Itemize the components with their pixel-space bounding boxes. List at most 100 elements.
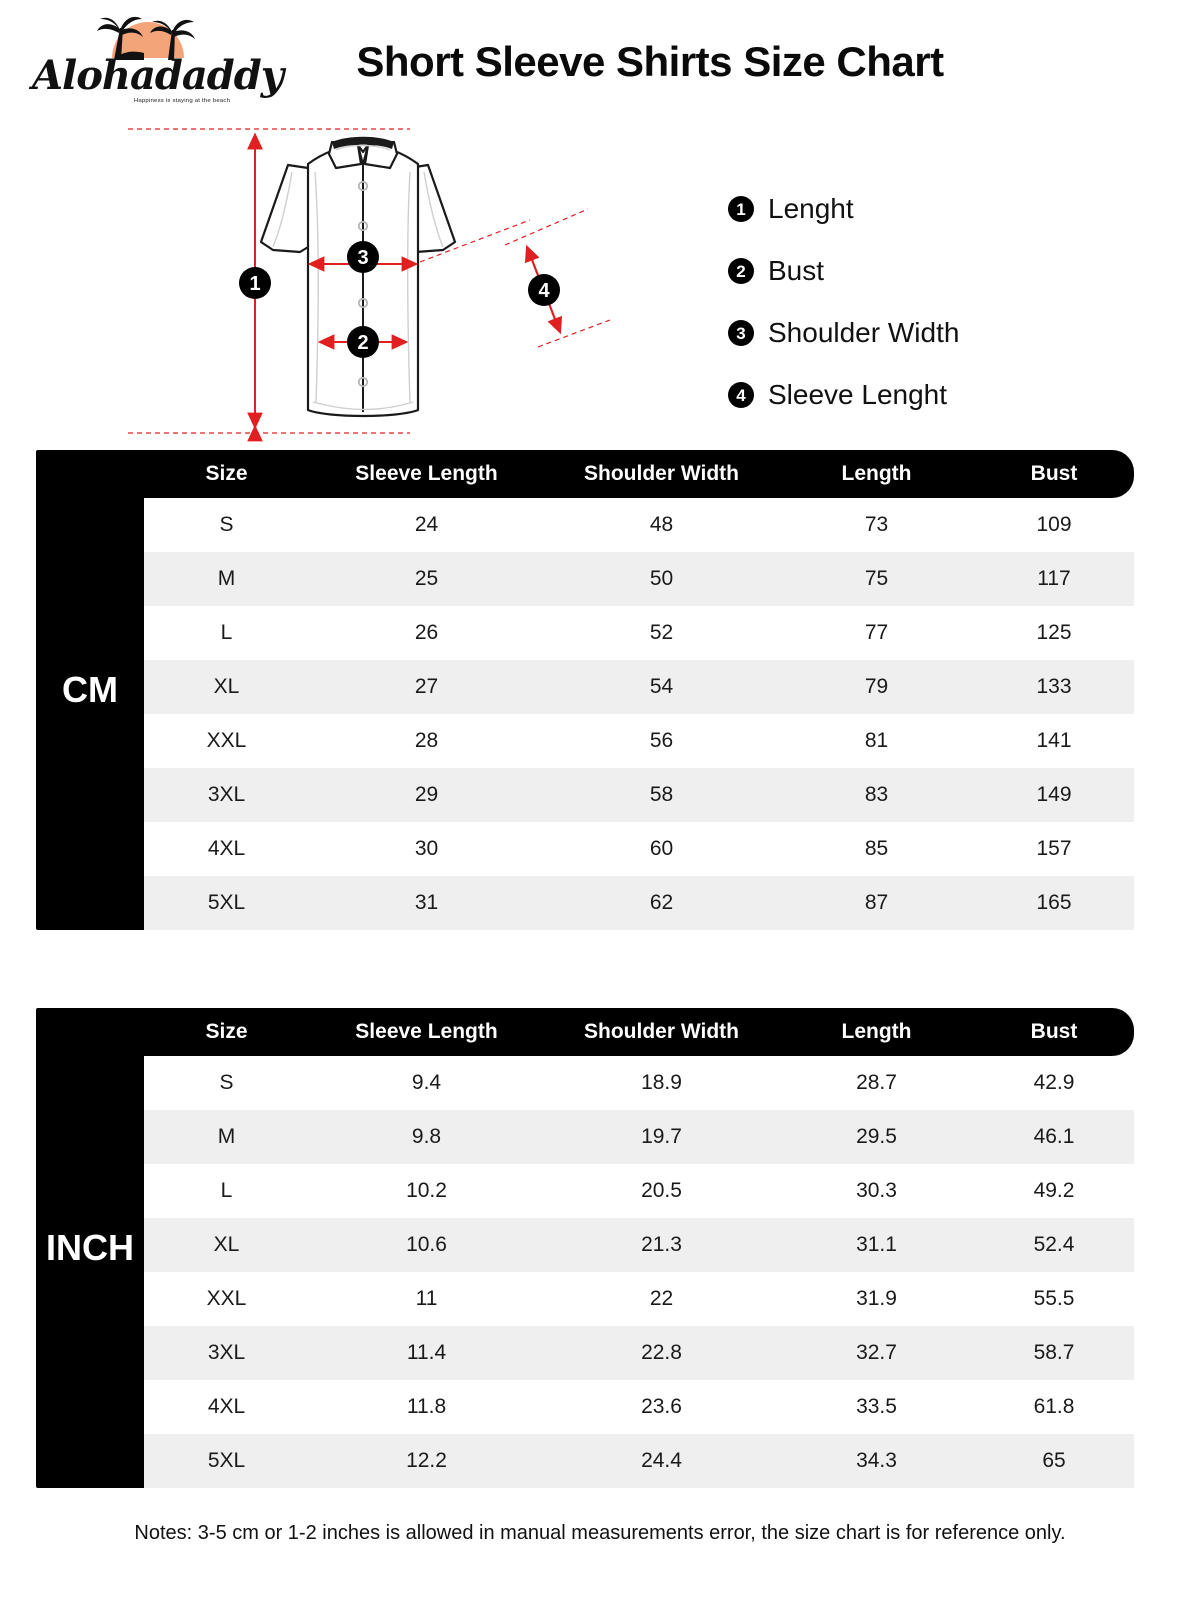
cell-bust: 117: [974, 552, 1134, 606]
cell-sleeve: 12.2: [309, 1434, 544, 1488]
legend-bullet-1-icon: 1: [728, 196, 754, 222]
column-header-shoulder-width: Shoulder Width: [584, 1020, 739, 1043]
unit-label-cm: CM: [62, 669, 118, 710]
table-row: 4XL 30 60 85 157: [144, 822, 1134, 876]
cell-size: 5XL: [144, 1434, 309, 1488]
diagram-marker-1: 1: [239, 267, 271, 299]
cell-length: 30.3: [779, 1164, 974, 1218]
column-header-bust: Bust: [1030, 462, 1078, 485]
cell-size: 4XL: [144, 1380, 309, 1434]
cell-bust: 65: [974, 1434, 1134, 1488]
svg-text:3: 3: [357, 247, 368, 269]
legend-label-shoulder-width: Shoulder Width: [768, 317, 960, 348]
cell-shoulder: 21.3: [544, 1218, 779, 1272]
diagram-marker-2: 2: [347, 326, 379, 358]
brand-name: Alohadaddy: [32, 52, 284, 99]
cell-sleeve: 10.2: [309, 1164, 544, 1218]
cell-bust: 46.1: [974, 1110, 1134, 1164]
cell-length: 77: [779, 606, 974, 660]
cell-shoulder: 22.8: [544, 1326, 779, 1380]
table-row: 4XL 11.8 23.6 33.5 61.8: [144, 1380, 1134, 1434]
table-header-row: Size Sleeve Length Shoulder Width Length…: [144, 450, 1134, 498]
column-header-shoulder-width: Shoulder Width: [584, 462, 739, 485]
table-row: L 10.2 20.5 30.3 49.2: [144, 1164, 1134, 1218]
cell-length: 75: [779, 552, 974, 606]
cell-size: M: [144, 1110, 309, 1164]
footer-note: Notes: 3-5 cm or 1-2 inches is allowed i…: [134, 1522, 1066, 1544]
cell-length: 87: [779, 876, 974, 930]
cell-size: S: [144, 498, 309, 552]
cell-size: XXL: [144, 714, 309, 768]
cell-sleeve: 29: [309, 768, 544, 822]
legend-label-sleeve-length: Sleeve Lenght: [768, 379, 948, 410]
table-header-row: Size Sleeve Length Shoulder Width Length…: [144, 1008, 1134, 1056]
cell-size: 3XL: [144, 1326, 309, 1380]
cell-length: 29.5: [779, 1110, 974, 1164]
column-header-bust: Bust: [1030, 1020, 1078, 1043]
cell-length: 28.7: [779, 1056, 974, 1110]
legend-label-bust: Bust: [768, 255, 825, 286]
cell-bust: 157: [974, 822, 1134, 876]
brand-logo: Alohadaddy Happiness is staying at the b…: [32, 8, 284, 104]
cell-shoulder: 23.6: [544, 1380, 779, 1434]
cell-shoulder: 18.9: [544, 1056, 779, 1110]
legend-bullet-2-icon: 2: [728, 258, 754, 284]
cm-size-table: CM Size Sleeve Length Shoulder Width Len…: [36, 450, 1134, 930]
unit-column-cm: CM: [36, 450, 144, 930]
svg-text:4: 4: [538, 280, 550, 302]
cell-bust: 149: [974, 768, 1134, 822]
table-row: S 24 48 73 109: [144, 498, 1134, 552]
cell-sleeve: 27: [309, 660, 544, 714]
cell-size: M: [144, 552, 309, 606]
cell-shoulder: 52: [544, 606, 779, 660]
brand-tagline: Happiness is staying at the beach: [133, 98, 231, 104]
cell-shoulder: 50: [544, 552, 779, 606]
cell-sleeve: 28: [309, 714, 544, 768]
table-row: 5XL 31 62 87 165: [144, 876, 1134, 930]
cell-sleeve: 11: [309, 1272, 544, 1326]
table-row: S 9.4 18.9 28.7 42.9: [144, 1056, 1134, 1110]
table-row: XXL 28 56 81 141: [144, 714, 1134, 768]
cell-length: 73: [779, 498, 974, 552]
cell-length: 32.7: [779, 1326, 974, 1380]
cell-bust: 109: [974, 498, 1134, 552]
svg-text:2: 2: [357, 332, 368, 354]
cell-size: 4XL: [144, 822, 309, 876]
unit-column-inch: INCH: [36, 1008, 144, 1488]
size-table-cm: Size Sleeve Length Shoulder Width Length…: [144, 450, 1134, 930]
palm-trees-sun-icon: [97, 16, 195, 60]
page-title: Short Sleeve Shirts Size Chart: [356, 38, 944, 85]
cell-sleeve: 26: [309, 606, 544, 660]
cell-bust: 165: [974, 876, 1134, 930]
cell-shoulder: 24.4: [544, 1434, 779, 1488]
cell-size: XL: [144, 1218, 309, 1272]
cell-bust: 125: [974, 606, 1134, 660]
column-header-length: Length: [841, 1020, 912, 1043]
svg-text:1: 1: [249, 273, 260, 295]
cell-sleeve: 30: [309, 822, 544, 876]
cell-sleeve: 11.8: [309, 1380, 544, 1434]
cell-size: XXL: [144, 1272, 309, 1326]
cell-bust: 58.7: [974, 1326, 1134, 1380]
table-row: 5XL 12.2 24.4 34.3 65: [144, 1434, 1134, 1488]
cell-sleeve: 9.8: [309, 1110, 544, 1164]
cell-size: 3XL: [144, 768, 309, 822]
legend-item-length: 1 Lenght: [728, 178, 1048, 240]
cell-size: XL: [144, 660, 309, 714]
cell-length: 33.5: [779, 1380, 974, 1434]
cell-sleeve: 11.4: [309, 1326, 544, 1380]
table-row: M 25 50 75 117: [144, 552, 1134, 606]
cell-size: L: [144, 1164, 309, 1218]
cell-length: 79: [779, 660, 974, 714]
cell-shoulder: 58: [544, 768, 779, 822]
cell-bust: 141: [974, 714, 1134, 768]
cell-size: L: [144, 606, 309, 660]
legend-item-sleeve-length: 4 Sleeve Lenght: [728, 364, 1048, 426]
cell-shoulder: 56: [544, 714, 779, 768]
diagram-marker-4: 4: [528, 274, 560, 306]
cell-length: 34.3: [779, 1434, 974, 1488]
cell-sleeve: 24: [309, 498, 544, 552]
unit-label-inch: INCH: [46, 1227, 134, 1268]
cell-shoulder: 62: [544, 876, 779, 930]
column-header-sleeve-length: Sleeve Length: [355, 1020, 498, 1043]
